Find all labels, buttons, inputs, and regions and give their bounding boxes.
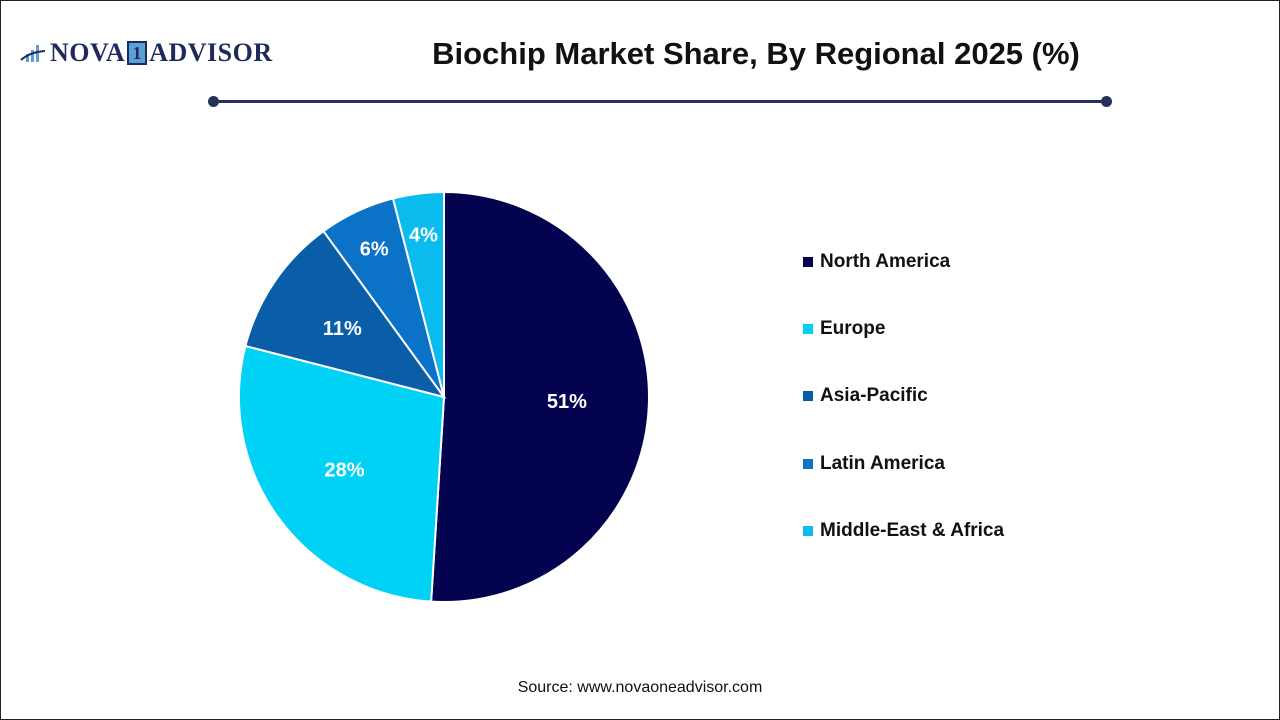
slice-value-label: 4% bbox=[409, 224, 438, 246]
pie-slice-asia-pacific bbox=[244, 229, 447, 399]
legend-swatch bbox=[803, 256, 813, 267]
legend-item-europe: Europe bbox=[803, 295, 1004, 362]
legend-swatch bbox=[803, 323, 813, 334]
legend-swatch bbox=[803, 391, 813, 402]
title-underline bbox=[213, 100, 1107, 103]
pie-slice-labels: 51% 28% 11% 6% 4% bbox=[323, 224, 587, 481]
nova-advisor-logo: NOVA 1 ADVISOR bbox=[20, 38, 273, 68]
legend-label: Latin America bbox=[820, 452, 945, 474]
logo-word-advisor: ADVISOR bbox=[149, 38, 273, 67]
legend-label: Asia-Pacific bbox=[820, 385, 928, 407]
chart-legend: North America Europe Asia-Pacific Latin … bbox=[803, 228, 1004, 564]
pie-slices bbox=[238, 190, 650, 603]
legend-item-middle-east-africa: Middle-East & Africa bbox=[803, 497, 1004, 564]
legend-swatch bbox=[803, 525, 813, 536]
legend-swatch bbox=[803, 458, 813, 469]
source-note: Source: www.novaoneadvisor.com bbox=[517, 679, 763, 696]
logo-one-box: 1 bbox=[127, 41, 148, 65]
logo-word-nova: NOVA bbox=[50, 38, 126, 67]
slice-value-label: 6% bbox=[360, 239, 389, 261]
chart-title: Biochip Market Share, By Regional 2025 (… bbox=[432, 36, 1080, 71]
legend-label: Middle-East & Africa bbox=[820, 519, 1005, 541]
slice-value-label: 11% bbox=[323, 318, 362, 340]
logo-text: NOVA 1 ADVISOR bbox=[50, 38, 273, 68]
legend-item-north-america: North America bbox=[803, 228, 1004, 295]
legend-label: North America bbox=[820, 250, 951, 272]
pie-slice-middle-east-africa bbox=[391, 190, 445, 398]
legend-item-latin-america: Latin America bbox=[803, 430, 1004, 497]
pie-slice-north-america bbox=[430, 190, 650, 603]
legend-label: Europe bbox=[820, 317, 886, 339]
bar-chart-logo-icon bbox=[20, 45, 46, 62]
slice-value-label: 28% bbox=[324, 459, 364, 481]
slice-value-label: 51% bbox=[547, 391, 587, 413]
pie-slice-europe bbox=[238, 344, 446, 603]
rule-right-dot bbox=[1101, 96, 1112, 107]
legend-item-asia-pacific: Asia-Pacific bbox=[803, 363, 1004, 430]
